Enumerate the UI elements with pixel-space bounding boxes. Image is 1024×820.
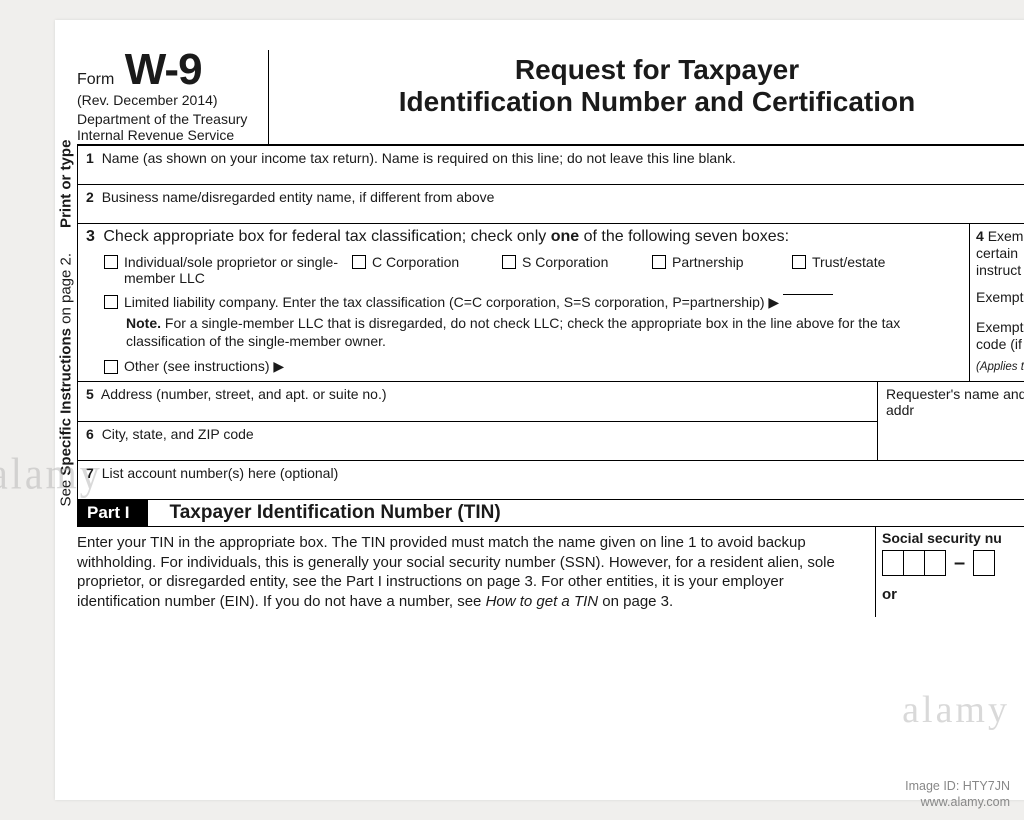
checkbox-partnership-label: Partnership xyxy=(672,254,744,270)
note-text: For a single-member LLC that is disregar… xyxy=(126,315,900,349)
field-6-city[interactable]: 6 City, state, and ZIP code xyxy=(78,422,877,461)
field-6-num: 6 xyxy=(86,426,94,442)
fields-column: 1 Name (as shown on your income tax retu… xyxy=(77,146,1024,499)
checkbox-other-label: Other (see instructions) ▶ xyxy=(124,358,284,375)
ssn-or: or xyxy=(882,586,1024,603)
field-3-num: 3 xyxy=(86,228,95,245)
ssn-cell[interactable] xyxy=(924,550,946,576)
field-5-num: 5 xyxy=(86,386,94,402)
checkbox-icon xyxy=(104,255,118,269)
field-2-label: Business name/disregarded entity name, i… xyxy=(102,189,495,205)
attribution: Image ID: HTY7JN www.alamy.com xyxy=(905,778,1010,811)
field-1-label: Name (as shown on your income tax return… xyxy=(102,150,736,166)
field-2-num: 2 xyxy=(86,189,94,205)
ssn-cell[interactable] xyxy=(882,550,904,576)
requester-box[interactable]: Requester's name and addr xyxy=(877,382,1024,422)
checkbox-icon xyxy=(792,255,806,269)
attribution-id: Image ID: HTY7JN xyxy=(905,778,1010,794)
field-5-label: Address (number, street, and apt. or sui… xyxy=(101,386,387,402)
part-1-title: Taxpayer Identification Number (TIN) xyxy=(170,502,501,524)
checkbox-s-corp-label: S Corporation xyxy=(522,254,608,270)
ssn-cell[interactable] xyxy=(973,550,995,576)
checkbox-trust[interactable]: Trust/estate xyxy=(792,254,932,286)
llc-code-input[interactable] xyxy=(783,294,833,295)
tin-instructions: Enter your TIN in the appropriate box. T… xyxy=(77,527,875,617)
title-line1: Request for Taxpayer xyxy=(279,54,1024,86)
field-2-business[interactable]: 2 Business name/disregarded entity name,… xyxy=(78,185,1024,224)
field-7-accounts[interactable]: 7 List account number(s) here (optional) xyxy=(78,461,1024,499)
field-4-num: 4 xyxy=(976,228,984,244)
form-page: Form W-9 (Rev. December 2014) Department… xyxy=(55,20,1024,800)
form-number: W-9 xyxy=(125,45,202,94)
f4-l4: Exempt xyxy=(976,289,1024,306)
field-4-exemptions: 4 Exem certain instruct Exempt Exempt co… xyxy=(969,224,1024,382)
form-body: See Specific Instructions on page 2. Pri… xyxy=(55,146,1024,499)
field-1-name[interactable]: 1 Name (as shown on your income tax retu… xyxy=(78,146,1024,185)
field-1-num: 1 xyxy=(86,150,94,166)
checkbox-llc[interactable]: Limited liability company. Enter the tax… xyxy=(104,294,961,311)
field-6-label: City, state, and ZIP code xyxy=(102,426,254,442)
form-dept2: Internal Revenue Service xyxy=(77,127,260,144)
attribution-url: www.alamy.com xyxy=(905,794,1010,810)
checkbox-other[interactable]: Other (see instructions) ▶ xyxy=(104,358,961,375)
part-1-body: Enter your TIN in the appropriate box. T… xyxy=(77,527,1024,617)
f4-applies: (Applies to xyxy=(976,361,1024,375)
title-line2: Identification Number and Certification xyxy=(279,86,1024,118)
checkbox-icon xyxy=(652,255,666,269)
form-label: Form xyxy=(77,71,114,88)
f4-l5: Exempt xyxy=(976,319,1024,336)
form-id-block: Form W-9 (Rev. December 2014) Department… xyxy=(77,50,269,144)
checkbox-individual[interactable]: Individual/sole proprietor or single-mem… xyxy=(104,254,352,286)
llc-note: Note. For a single-member LLC that is di… xyxy=(126,315,961,350)
side-instructions: See Specific Instructions on page 2. Pri… xyxy=(55,146,77,499)
field-7-label: List account number(s) here (optional) xyxy=(102,465,339,481)
checkbox-icon xyxy=(502,255,516,269)
form-revision: (Rev. December 2014) xyxy=(77,92,260,108)
f4-l2: certain xyxy=(976,245,1024,262)
part-1-label: Part I xyxy=(77,500,148,526)
field-3-label: Check appropriate box for federal tax cl… xyxy=(103,228,789,245)
checkbox-icon xyxy=(104,295,118,309)
watermark-right: alamy xyxy=(902,688,1010,732)
ssn-label: Social security nu xyxy=(882,530,1024,546)
form-title: Request for Taxpayer Identification Numb… xyxy=(269,50,1024,144)
field-3-classification: 3 Check appropriate box for federal tax … xyxy=(78,224,969,382)
ssn-cell[interactable] xyxy=(903,550,925,576)
checkbox-icon xyxy=(104,360,118,374)
row-6: 6 City, state, and ZIP code xyxy=(78,422,1024,461)
field-5-address[interactable]: 5 Address (number, street, and apt. or s… xyxy=(78,382,877,422)
requester-label: Requester's name and addr xyxy=(886,386,1024,418)
side-strong: Print or type xyxy=(58,139,75,227)
checkbox-c-corp-label: C Corporation xyxy=(372,254,459,270)
checkbox-llc-label: Limited liability company. Enter the tax… xyxy=(124,294,779,311)
requester-box-cont[interactable] xyxy=(877,422,1024,461)
ssn-input-boxes[interactable]: – xyxy=(882,550,1024,576)
checkbox-partnership[interactable]: Partnership xyxy=(652,254,792,286)
field-3-row: 3 Check appropriate box for federal tax … xyxy=(78,224,1024,382)
watermark-left: alamy xyxy=(0,448,103,500)
checkbox-trust-label: Trust/estate xyxy=(812,254,885,270)
part-1-bar: Part I Taxpayer Identification Number (T… xyxy=(77,499,1024,527)
f4-l3: instruct xyxy=(976,262,1024,279)
checkbox-s-corp[interactable]: S Corporation xyxy=(502,254,652,286)
side-rest-post: on page 2. xyxy=(58,253,75,328)
ssn-block: Social security nu – or xyxy=(875,527,1024,617)
form-dept1: Department of the Treasury xyxy=(77,111,260,128)
checkbox-c-corp[interactable]: C Corporation xyxy=(352,254,502,286)
ssn-dash: – xyxy=(952,552,967,575)
checkbox-icon xyxy=(352,255,366,269)
row-5-requester: 5 Address (number, street, and apt. or s… xyxy=(78,382,1024,422)
f4-l6: code (if xyxy=(976,336,1024,353)
f4-l1: Exem xyxy=(988,228,1024,244)
form-header: Form W-9 (Rev. December 2014) Department… xyxy=(77,50,1024,144)
note-label: Note. xyxy=(126,315,161,331)
checkbox-individual-label: Individual/sole proprietor or single-mem… xyxy=(124,254,352,286)
